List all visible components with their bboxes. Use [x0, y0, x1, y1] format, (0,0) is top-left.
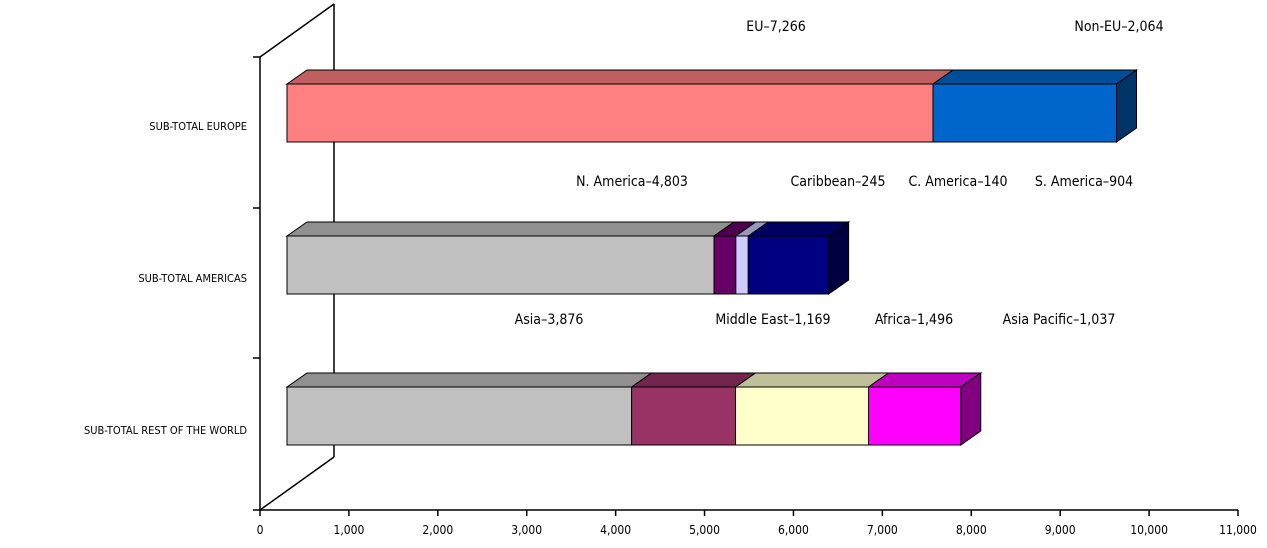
- data-label: S. America–904: [1035, 174, 1133, 190]
- data-label: Asia Pacific–1,037: [1003, 312, 1116, 328]
- bar-segment: [285, 221, 736, 295]
- bar-segment-top: [285, 372, 654, 388]
- bar-segment: [285, 372, 654, 446]
- data-label: EU–7,266: [746, 19, 806, 35]
- x-tick-label: 7,000: [867, 523, 898, 537]
- data-label: C. America–140: [908, 174, 1007, 190]
- bar-segment-top: [630, 372, 758, 388]
- x-tick-label: 2,000: [422, 523, 453, 537]
- bar-segment: [630, 372, 758, 446]
- x-tick-label: 1,000: [333, 523, 364, 537]
- data-label: N. America–4,803: [576, 174, 688, 190]
- bar-segment-side: [1116, 69, 1138, 143]
- x-tick-label: 0: [257, 523, 264, 537]
- x-tick-label: 3,000: [511, 523, 542, 537]
- x-tick-label: 11,000: [1219, 523, 1257, 537]
- bar-segment-front: [932, 83, 1118, 143]
- data-label: Middle East–1,169: [715, 312, 830, 328]
- bars: [285, 69, 1139, 446]
- x-tick-label: 5,000: [689, 523, 720, 537]
- category-labels: SUB-TOTAL EUROPE SUB-TOTAL AMERICAS SUB-TO…: [84, 120, 247, 437]
- bar-segment-front: [713, 235, 737, 295]
- data-label: Asia–3,876: [515, 312, 584, 328]
- bar-segment-top: [931, 69, 1139, 85]
- bar-segment: [866, 372, 983, 446]
- x-tick-label: 6,000: [778, 523, 809, 537]
- bar-segment-front: [631, 386, 737, 446]
- bar-segment-side: [960, 372, 982, 446]
- bar-segment: [285, 69, 955, 143]
- data-label: Non-EU–2,064: [1074, 19, 1163, 35]
- bar-segment-side: [828, 221, 850, 295]
- x-tick-label: 8,000: [956, 523, 987, 537]
- bar-segment: [733, 372, 891, 446]
- bar-segment: [746, 221, 851, 295]
- bar-segment-front: [286, 386, 633, 446]
- x-axis-ticks: 0 1,000 2,000 3,000 4,000 5,000 6,000 7,000 8,00…: [257, 510, 1257, 537]
- category-label: SUB-TOTAL EUROPE: [149, 120, 247, 133]
- bar-segment-top: [733, 372, 891, 388]
- bar-segment-top: [285, 69, 955, 85]
- bar-segment-front: [747, 235, 830, 295]
- data-label: Africa–1,496: [875, 312, 953, 328]
- left-wall-bottom-edge: [259, 456, 335, 511]
- x-tick-label: 4,000: [600, 523, 631, 537]
- bar-segment-top: [285, 221, 736, 237]
- data-label: Caribbean–245: [791, 174, 886, 190]
- x-tick-label: 10,000: [1130, 523, 1168, 537]
- bar-segment-front: [735, 235, 749, 295]
- x-tick-label: 9,000: [1045, 523, 1076, 537]
- bar-segment-front: [286, 83, 934, 143]
- data-labels: EU–7,266 Non-EU–2,064 N. America–4,803 Cari…: [515, 19, 1164, 328]
- bar-segment-front: [868, 386, 962, 446]
- bar-segment-front: [735, 386, 870, 446]
- left-wall-top-edge: [259, 3, 335, 58]
- bar-segment: [931, 69, 1139, 143]
- bar-segment-front: [286, 235, 715, 295]
- category-label: SUB-TOTAL AMERICAS: [138, 272, 247, 285]
- bar-segment: [712, 221, 758, 295]
- category-label: SUB-TOTAL REST OF THE WORLD: [84, 424, 247, 437]
